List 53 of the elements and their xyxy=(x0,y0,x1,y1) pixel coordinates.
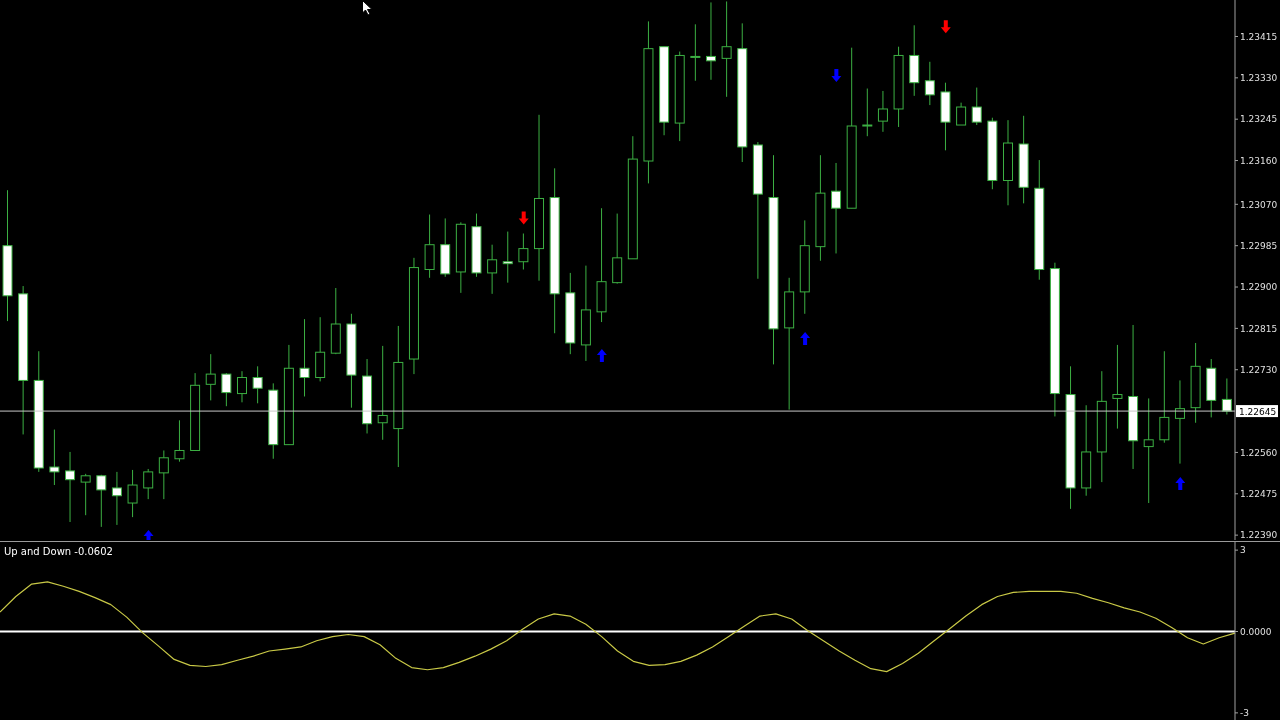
y-tick-label: 3 xyxy=(1240,545,1246,556)
candlestick xyxy=(127,469,138,518)
candlestick xyxy=(299,318,310,397)
candlestick xyxy=(174,419,185,463)
chart-title: Up and Down -0.0602 xyxy=(4,546,113,557)
y-tick-label: 1.23330 xyxy=(1240,73,1278,84)
point xyxy=(800,332,811,346)
candlestick xyxy=(487,244,498,295)
y-tick-label: 1.22560 xyxy=(1240,447,1278,458)
candlestick xyxy=(205,353,216,401)
candlestick xyxy=(877,90,888,133)
candlestick xyxy=(690,23,701,82)
candlestick xyxy=(971,87,982,126)
candlestick xyxy=(158,449,169,500)
candlestick xyxy=(236,370,247,403)
y-tick-label: -3 xyxy=(1240,708,1249,719)
candlestick xyxy=(111,471,122,526)
y-tick-label: 1.22985 xyxy=(1240,240,1278,251)
y-tick-label: 0.0000 xyxy=(1240,626,1272,637)
point xyxy=(1175,477,1186,491)
point xyxy=(940,20,951,34)
y-tick-label: 1.22815 xyxy=(1240,323,1278,334)
y-tick-label: 1.22390 xyxy=(1240,530,1278,541)
candlestick xyxy=(862,88,873,137)
candlestick xyxy=(252,365,263,404)
candlestick xyxy=(1143,397,1154,504)
y-tick-label: 1.22475 xyxy=(1240,488,1278,499)
y-tick-label: 1.22730 xyxy=(1240,364,1278,375)
y-tick-label: 1.23415 xyxy=(1240,31,1278,42)
y-tick-label: 1.23070 xyxy=(1240,199,1278,210)
y-tick-label: 1.23160 xyxy=(1240,155,1278,166)
candlestick xyxy=(502,231,513,284)
candlestick xyxy=(96,474,107,528)
point xyxy=(596,349,607,363)
candlestick xyxy=(80,473,91,516)
point xyxy=(518,211,529,225)
candlestick xyxy=(518,233,529,271)
point xyxy=(831,68,842,82)
candlestick xyxy=(956,102,967,126)
candlestick xyxy=(1159,350,1170,444)
candlestick xyxy=(924,61,935,106)
candlestick xyxy=(65,451,76,523)
y-tick-label: 1.23245 xyxy=(1240,114,1278,125)
y-tick-label: 1.22900 xyxy=(1240,282,1278,293)
line-series xyxy=(0,581,1236,673)
ref-line-label: 1.22645 xyxy=(1239,406,1277,417)
candlestick xyxy=(831,162,842,254)
candlestick xyxy=(1112,344,1123,430)
candlestick xyxy=(221,372,232,407)
candlestick xyxy=(377,345,388,441)
candlestick xyxy=(705,1,716,81)
candlestick xyxy=(49,429,60,486)
candlestick xyxy=(143,468,154,500)
